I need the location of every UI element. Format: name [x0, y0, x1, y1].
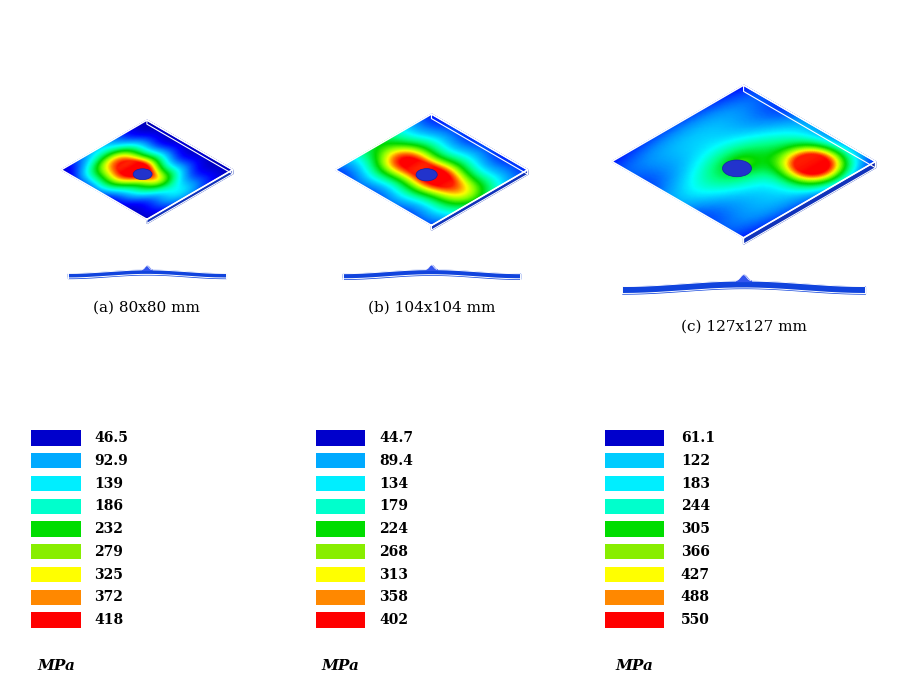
- Text: 92.9: 92.9: [95, 454, 129, 468]
- Text: 134: 134: [379, 477, 409, 491]
- Text: 46.5: 46.5: [95, 431, 129, 445]
- Text: 427: 427: [681, 567, 710, 581]
- Bar: [31, 590, 81, 605]
- Text: 488: 488: [681, 590, 710, 604]
- Text: 313: 313: [379, 567, 409, 581]
- Text: 186: 186: [95, 500, 124, 513]
- Bar: [316, 476, 365, 491]
- Text: 89.4: 89.4: [379, 454, 413, 468]
- Text: 61.1: 61.1: [681, 431, 715, 445]
- Text: 550: 550: [681, 613, 710, 627]
- Text: 268: 268: [379, 545, 408, 559]
- Text: 305: 305: [681, 522, 710, 536]
- Bar: [605, 522, 665, 537]
- Text: 139: 139: [95, 477, 124, 491]
- Bar: [316, 499, 365, 514]
- Bar: [605, 590, 665, 605]
- Text: 358: 358: [379, 590, 408, 604]
- Text: MPa: MPa: [37, 659, 75, 673]
- Bar: [316, 522, 365, 537]
- Text: (b) 104x104 mm: (b) 104x104 mm: [368, 300, 495, 314]
- Bar: [605, 567, 665, 582]
- Polygon shape: [744, 85, 876, 167]
- Text: MPa: MPa: [321, 659, 360, 673]
- Polygon shape: [431, 114, 528, 174]
- Text: 418: 418: [95, 613, 124, 627]
- Bar: [316, 430, 365, 446]
- Bar: [316, 612, 365, 628]
- Ellipse shape: [416, 169, 437, 181]
- Bar: [316, 567, 365, 582]
- Text: 366: 366: [681, 545, 710, 559]
- Text: 44.7: 44.7: [379, 431, 413, 445]
- Text: 183: 183: [681, 477, 710, 491]
- Bar: [316, 544, 365, 559]
- Text: (c) 127x127 mm: (c) 127x127 mm: [680, 320, 807, 334]
- Text: 122: 122: [681, 454, 710, 468]
- Bar: [605, 430, 665, 446]
- Text: 402: 402: [379, 613, 409, 627]
- Polygon shape: [431, 170, 528, 230]
- Bar: [31, 453, 81, 468]
- Bar: [605, 476, 665, 491]
- Bar: [316, 453, 365, 468]
- Text: 232: 232: [95, 522, 123, 536]
- Text: 279: 279: [95, 545, 123, 559]
- Text: MPa: MPa: [616, 659, 654, 673]
- Bar: [605, 453, 665, 468]
- Ellipse shape: [722, 160, 752, 176]
- Bar: [605, 499, 665, 514]
- Text: 179: 179: [379, 500, 409, 513]
- Bar: [31, 476, 81, 491]
- Bar: [31, 499, 81, 514]
- Polygon shape: [147, 120, 232, 174]
- Bar: [31, 567, 81, 582]
- Text: 224: 224: [379, 522, 409, 536]
- Bar: [605, 544, 665, 559]
- Bar: [31, 544, 81, 559]
- Text: 244: 244: [681, 500, 710, 513]
- Polygon shape: [744, 161, 876, 244]
- Text: 325: 325: [95, 567, 123, 581]
- Text: 372: 372: [95, 590, 123, 604]
- Bar: [31, 522, 81, 537]
- Bar: [31, 430, 81, 446]
- Polygon shape: [147, 170, 232, 224]
- Ellipse shape: [133, 169, 152, 180]
- Bar: [605, 612, 665, 628]
- Bar: [316, 590, 365, 605]
- Bar: [31, 612, 81, 628]
- Text: (a) 80x80 mm: (a) 80x80 mm: [94, 300, 200, 314]
